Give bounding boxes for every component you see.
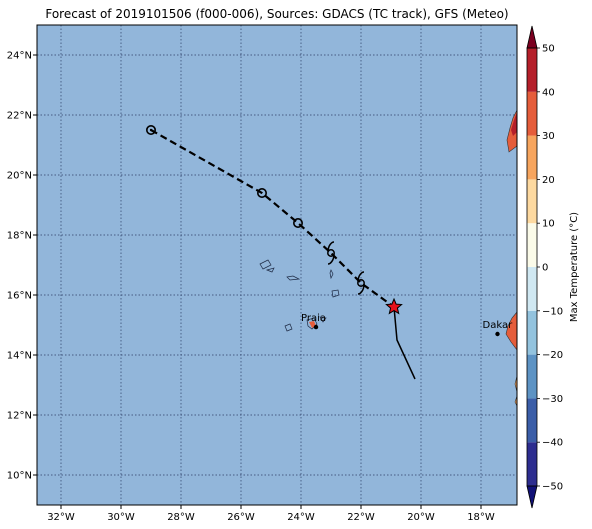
colorbar-tick-label: 10 bbox=[542, 219, 555, 230]
island-sao-nicolau bbox=[286, 275, 301, 281]
city-dot bbox=[313, 324, 319, 330]
colorbar-band bbox=[527, 442, 537, 486]
x-axis-ticks: 32°W 30°W 28°W 26°W 24°W 22°W 20°W 18°W bbox=[47, 505, 495, 523]
colorbar-tick-label: −50 bbox=[542, 482, 563, 493]
colorbar-band bbox=[527, 267, 537, 311]
city-dot bbox=[495, 331, 500, 337]
colorbar-tick-label: −20 bbox=[542, 350, 563, 361]
colorbar: 50 40 30 20 10 0 −10 −20 −30 −40 −50 Max Temperatur… bbox=[526, 25, 580, 509]
current-position-star bbox=[385, 297, 403, 315]
track-point-center bbox=[149, 128, 153, 132]
figure-title: Forecast of 2019101506 (f000-006), Sourc… bbox=[45, 7, 509, 21]
colorbar-tick-label: 20 bbox=[542, 175, 555, 186]
colorbar-tick-label: 0 bbox=[542, 263, 548, 274]
map-frame bbox=[36, 24, 518, 506]
y-tick-label: 18°N bbox=[7, 231, 32, 242]
x-tick-label: 18°W bbox=[467, 512, 495, 523]
island-sal bbox=[329, 269, 334, 280]
x-tick-label: 20°W bbox=[407, 512, 435, 523]
island-santo-antao bbox=[259, 259, 272, 270]
city-markers: Praia Dakar bbox=[301, 313, 514, 337]
island-maio bbox=[319, 316, 327, 323]
colorbar-band bbox=[527, 179, 537, 224]
y-tick-label: 14°N bbox=[7, 351, 32, 362]
x-tick-label: 26°W bbox=[227, 512, 255, 523]
colorbar-band bbox=[527, 91, 537, 136]
y-axis-ticks: 10°N 12°N 14°N 16°N 18°N 20°N 22°N 24°N bbox=[7, 51, 37, 482]
y-tick-label: 10°N bbox=[7, 471, 32, 482]
colorbar-tick-label: 30 bbox=[542, 131, 555, 142]
x-tick-label: 24°W bbox=[287, 512, 315, 523]
colorbar-band bbox=[527, 398, 537, 443]
colorbar-under-arrow bbox=[526, 485, 538, 509]
colorbar-band bbox=[527, 354, 537, 399]
ocean-background bbox=[37, 25, 517, 505]
x-tick-label: 22°W bbox=[347, 512, 375, 523]
x-tick-label: 32°W bbox=[47, 512, 75, 523]
map-panel: Praia Dakar bbox=[36, 24, 518, 506]
africa-landmass bbox=[505, 109, 517, 407]
city-label: Dakar bbox=[483, 320, 514, 331]
colorbar-tick-label: 50 bbox=[542, 44, 555, 55]
storm-symbol-marker bbox=[357, 271, 365, 295]
colorbar-band bbox=[527, 223, 537, 267]
y-tick-label: 24°N bbox=[7, 51, 32, 62]
y-tick-label: 22°N bbox=[7, 111, 32, 122]
x-tick-label: 30°W bbox=[107, 512, 135, 523]
track-point-marker bbox=[292, 218, 303, 229]
y-tick-label: 16°N bbox=[7, 291, 32, 302]
forecast-track-line bbox=[150, 129, 395, 308]
city-label: Praia bbox=[301, 313, 326, 324]
colorbar-over-arrow bbox=[526, 25, 538, 49]
colorbar-band bbox=[527, 135, 537, 180]
island-fogo bbox=[284, 323, 293, 332]
track-point-marker bbox=[256, 188, 267, 199]
colorbar-band bbox=[527, 310, 537, 355]
y-tick-label: 20°N bbox=[7, 171, 32, 182]
colorbar-tick-label: −10 bbox=[542, 306, 563, 317]
colorbar-tick-label: −40 bbox=[542, 438, 563, 449]
colorbar-tick-label: −30 bbox=[542, 394, 563, 405]
colorbar-band bbox=[527, 48, 537, 92]
colorbar-label: Max Temperature (°C) bbox=[569, 212, 580, 322]
colorbar-tick-label: 40 bbox=[542, 87, 555, 98]
track-point-marker bbox=[146, 125, 157, 136]
past-track-line bbox=[393, 306, 416, 380]
cyclone-track bbox=[146, 125, 416, 380]
y-tick-label: 12°N bbox=[7, 411, 32, 422]
storm-symbol-marker bbox=[327, 241, 335, 265]
graticule bbox=[37, 25, 517, 505]
island-sao-vicente bbox=[265, 267, 275, 273]
x-tick-label: 28°W bbox=[167, 512, 195, 523]
